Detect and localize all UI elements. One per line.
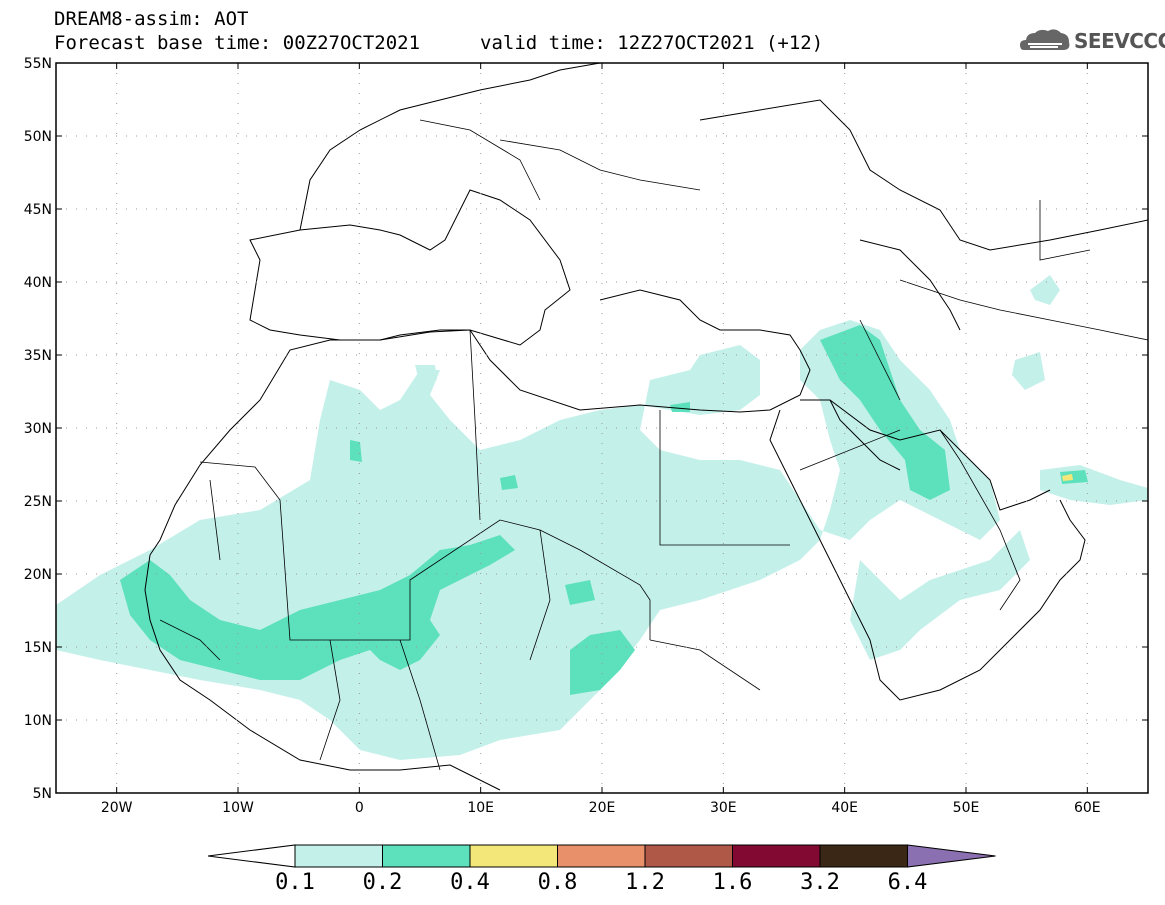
graticule xyxy=(56,63,1148,793)
lat-tick-label: 45N xyxy=(24,202,52,218)
colorbar-under-arrow xyxy=(207,844,296,868)
country-borders xyxy=(159,119,1148,771)
colorbar-level-label: 0.1 xyxy=(275,870,315,895)
lon-tick-label: 20E xyxy=(589,800,616,816)
colorbar-level-label: 0.2 xyxy=(363,870,403,895)
lat-tick-label: 35N xyxy=(24,348,52,364)
cloud-logo-icon xyxy=(1020,29,1070,50)
lat-tick-label: 20N xyxy=(24,567,52,583)
colorbar-level-label: 6.4 xyxy=(888,870,928,895)
lon-tick-label: 0 xyxy=(355,800,364,816)
lon-labels: 20W 10W 0 10E 20E 30E 40E 50E 60E xyxy=(101,800,1101,816)
lat-tick-label: 40N xyxy=(24,275,52,291)
lat-tick-label: 25N xyxy=(24,494,52,510)
colorbar-segment xyxy=(557,844,646,868)
lat-tick-label: 15N xyxy=(24,640,52,656)
colorbar-segment xyxy=(294,844,383,868)
colorbar-segment xyxy=(469,844,558,868)
lat-tick-label: 50N xyxy=(24,129,52,145)
lon-tick-label: 10E xyxy=(467,800,494,816)
logo-text: SEEVCCC xyxy=(1074,29,1165,53)
aot-high-spot xyxy=(1062,474,1073,481)
colorbar-level-label: 0.8 xyxy=(538,870,578,895)
colorbar-level-label: 1.2 xyxy=(625,870,665,895)
colorbar-over-arrow xyxy=(907,844,996,868)
chart-title: DREAM8-assim: AOT xyxy=(54,8,249,30)
colorbar-segment xyxy=(819,844,908,868)
forecast-base-time: Forecast base time: 00Z27OCT2021 xyxy=(54,32,421,54)
colorbar-level-label: 0.4 xyxy=(450,870,490,895)
lon-tick-label: 60E xyxy=(1074,800,1101,816)
lon-tick-label: 50E xyxy=(953,800,980,816)
colorbar-segment xyxy=(382,844,471,868)
colorbar-level-label: 3.2 xyxy=(800,870,840,895)
colorbar-segment xyxy=(644,844,733,868)
valid-time: valid time: 12Z27OCT2021 (+12) xyxy=(480,32,824,54)
seevccc-logo: SEEVCCC xyxy=(1018,24,1165,58)
lat-tick-label: 30N xyxy=(24,421,52,437)
lon-tick-label: 10W xyxy=(222,800,254,816)
lon-tick-label: 30E xyxy=(710,800,737,816)
axis-ticks xyxy=(56,62,1148,794)
lat-tick-label: 5N xyxy=(33,786,52,802)
colorbar-level-label: 1.6 xyxy=(713,870,753,895)
colorbar-segment xyxy=(732,844,821,868)
lon-tick-label: 40E xyxy=(831,800,858,816)
lat-tick-label: 55N xyxy=(24,56,52,72)
aot-mid-areas xyxy=(120,325,1088,695)
lat-labels: 55N 50N 45N 40N 35N 30N 25N 20N 15N 10N 5N xyxy=(24,56,52,802)
lat-tick-label: 10N xyxy=(24,713,52,729)
lon-tick-label: 20W xyxy=(101,800,133,816)
